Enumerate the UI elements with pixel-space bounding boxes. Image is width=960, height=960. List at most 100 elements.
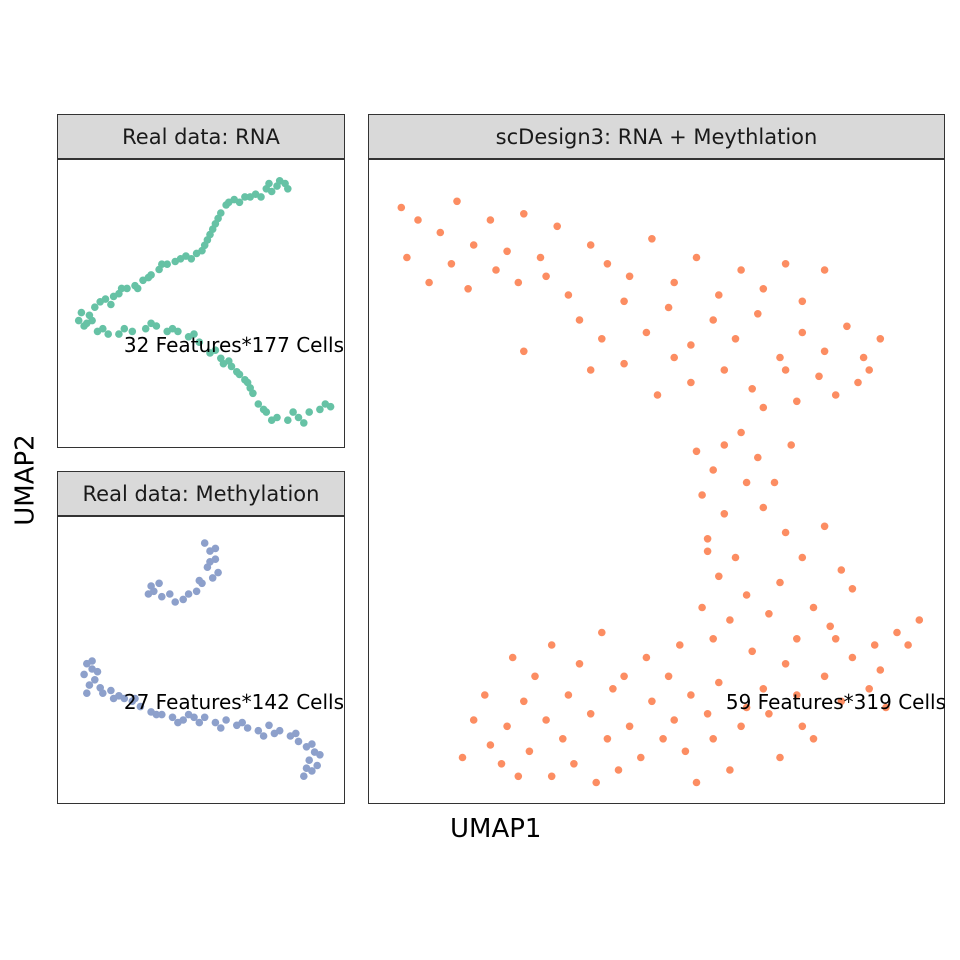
data-point xyxy=(787,441,795,449)
data-point xyxy=(603,260,612,268)
data-point xyxy=(770,478,779,487)
data-point xyxy=(171,598,179,606)
facet-title-rna: Real data: RNA xyxy=(122,124,280,149)
data-point xyxy=(820,347,829,356)
data-point xyxy=(211,718,220,727)
data-point xyxy=(670,353,678,362)
data-point xyxy=(520,697,528,706)
data-point xyxy=(246,193,254,201)
data-point xyxy=(254,400,263,408)
data-point xyxy=(141,324,150,333)
facet-strip-rna: Real data: RNA xyxy=(57,114,345,159)
data-point xyxy=(144,590,153,598)
data-point xyxy=(698,603,706,612)
facet-strip-scdesign3: scDesign3: RNA + Meythlation xyxy=(368,114,945,159)
data-point xyxy=(681,747,690,756)
data-point xyxy=(403,253,411,262)
data-point xyxy=(123,284,131,293)
data-point xyxy=(648,235,656,243)
data-point xyxy=(564,291,573,299)
data-point xyxy=(265,179,273,188)
data-point xyxy=(575,660,584,668)
data-point xyxy=(464,285,472,293)
data-point xyxy=(670,278,678,287)
data-point xyxy=(176,255,185,263)
data-point xyxy=(620,359,628,368)
data-point xyxy=(737,266,745,274)
data-point xyxy=(559,735,567,743)
data-point xyxy=(625,272,634,281)
data-point xyxy=(798,328,807,337)
data-point xyxy=(854,378,862,387)
data-point xyxy=(168,324,177,333)
data-point xyxy=(195,718,204,727)
data-point xyxy=(893,628,901,637)
data-point xyxy=(120,694,129,703)
data-point xyxy=(284,416,292,425)
data-point xyxy=(190,330,198,338)
scatter-plot-methylation xyxy=(80,539,324,780)
scatter-plot-scdesign3 xyxy=(397,197,924,787)
data-point xyxy=(208,225,217,233)
data-point xyxy=(709,316,717,324)
data-point xyxy=(179,595,187,604)
data-point xyxy=(620,672,628,681)
data-point xyxy=(265,721,273,730)
data-point xyxy=(759,403,768,412)
data-point xyxy=(715,572,723,581)
data-point xyxy=(586,366,595,374)
data-point xyxy=(876,335,885,343)
data-point xyxy=(235,198,244,207)
data-point xyxy=(211,346,220,354)
data-point xyxy=(637,753,645,762)
data-point xyxy=(214,568,222,577)
data-point xyxy=(104,330,112,338)
data-point xyxy=(77,308,86,317)
data-point xyxy=(748,647,756,656)
data-point xyxy=(214,214,222,223)
data-point xyxy=(859,353,868,362)
data-point xyxy=(184,710,193,719)
data-point xyxy=(80,670,88,679)
data-point xyxy=(542,716,550,724)
data-point xyxy=(174,718,182,727)
data-point xyxy=(664,672,673,681)
data-point xyxy=(703,547,712,556)
data-point xyxy=(241,193,249,201)
data-point xyxy=(598,628,606,637)
data-point xyxy=(882,703,890,712)
data-point xyxy=(687,341,695,349)
data-point xyxy=(270,729,279,738)
data-point xyxy=(187,255,196,263)
data-point xyxy=(259,732,268,740)
data-point xyxy=(726,616,734,624)
data-point xyxy=(676,641,684,649)
data-point xyxy=(848,653,857,662)
data-point xyxy=(831,635,840,643)
y-axis-title: UMAP2 xyxy=(10,434,41,526)
data-point xyxy=(687,691,695,699)
data-point xyxy=(742,478,751,487)
data-point xyxy=(238,718,246,727)
data-point xyxy=(147,319,155,328)
data-point xyxy=(709,735,717,743)
data-point xyxy=(531,672,539,681)
data-point xyxy=(625,722,634,731)
data-point xyxy=(737,722,745,731)
data-point xyxy=(294,413,303,422)
data-point xyxy=(542,272,550,281)
data-point xyxy=(603,735,612,743)
data-point xyxy=(759,503,768,512)
data-point xyxy=(222,716,230,724)
data-point xyxy=(592,778,600,787)
data-point xyxy=(133,284,142,293)
data-point xyxy=(458,753,467,762)
data-point xyxy=(798,722,807,731)
data-point xyxy=(144,273,153,282)
data-point xyxy=(564,691,573,699)
data-point xyxy=(115,330,123,338)
data-point xyxy=(96,684,104,692)
data-point xyxy=(206,558,214,566)
data-point xyxy=(91,676,99,684)
data-point xyxy=(720,366,729,374)
